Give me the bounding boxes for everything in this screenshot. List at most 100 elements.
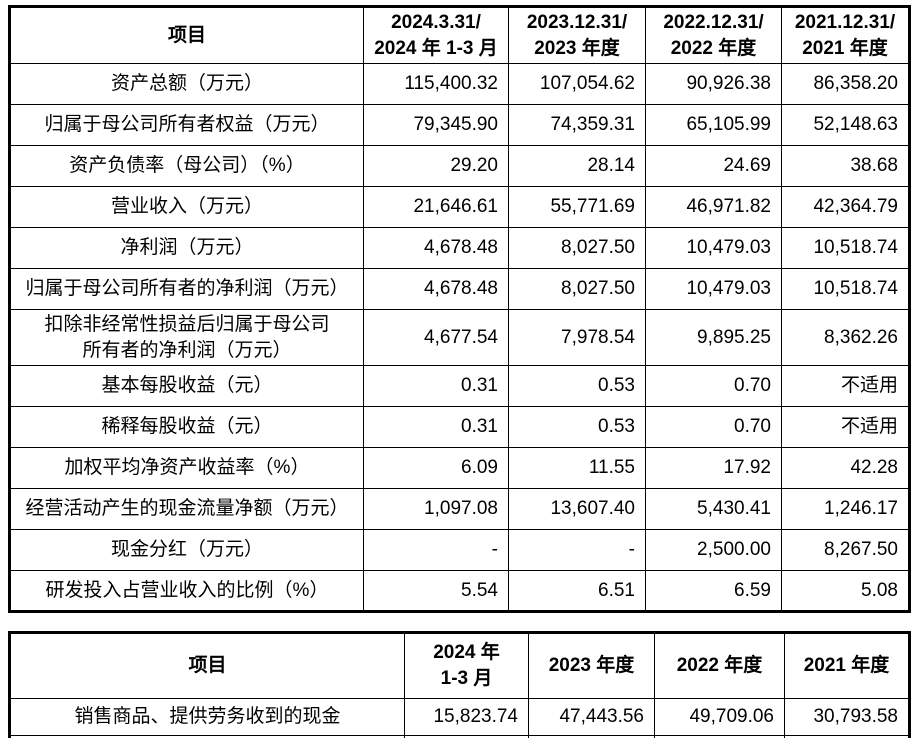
cell-value: 5.08 bbox=[781, 570, 910, 612]
row-label: 扣除非经常性损益后归属于母公司 所有者的净利润（万元） bbox=[9, 309, 364, 366]
cell-value: 6.59 bbox=[645, 570, 782, 612]
row-label: 稀释每股收益（元） bbox=[9, 406, 364, 448]
cell-value: 4,678.48 bbox=[363, 227, 509, 269]
cell-value: 1,097.08 bbox=[363, 488, 509, 530]
header-line: 2023.12.31/ bbox=[526, 11, 628, 33]
cell-value: 0.31 bbox=[363, 406, 509, 448]
cell-value: 不适用 bbox=[781, 365, 910, 407]
cell-value: 79,345.90 bbox=[363, 104, 509, 146]
cell-value: 65,105.99 bbox=[645, 104, 782, 146]
header-row: 项目 2024.3.31/ 2024 年 1-3 月 2023.12.31/ 2… bbox=[9, 6, 910, 64]
financial-summary-table: 项目 2024.3.31/ 2024 年 1-3 月 2023.12.31/ 2… bbox=[8, 5, 911, 613]
cell-value: 1,246.17 bbox=[781, 488, 910, 530]
column-header-item: 项目 bbox=[9, 6, 364, 64]
column-header-2022: 2022 年度 bbox=[654, 632, 785, 699]
table-row: 加权平均净资产收益率（%） 6.09 11.55 17.92 42.28 bbox=[9, 447, 910, 489]
cell-value: 42.28 bbox=[781, 447, 910, 489]
cell-value: 10,518.74 bbox=[781, 268, 910, 310]
column-header-2021: 2021.12.31/ 2021 年度 bbox=[781, 6, 910, 64]
table-row: 归属于母公司所有者权益（万元） 79,345.90 74,359.31 65,1… bbox=[9, 104, 910, 146]
header-line: 2024.3.31/ bbox=[391, 11, 481, 33]
cell-value: 不适用 bbox=[781, 406, 910, 448]
table-row: 归属于母公司所有者的净利润（万元） 4,678.48 8,027.50 10,4… bbox=[9, 268, 910, 310]
cell-value: 6.09 bbox=[363, 447, 509, 489]
cell-value: 115,400.32 bbox=[363, 63, 509, 105]
cell-value: 0.53 bbox=[508, 406, 646, 448]
row-label: 销售商品、提供劳务收到的现金 bbox=[9, 698, 405, 736]
cell-value: 0.70 bbox=[645, 365, 782, 407]
row-label: 基本每股收益（元） bbox=[9, 365, 364, 407]
table-row: 研发投入占营业收入的比例（%） 5.54 6.51 6.59 5.08 bbox=[9, 570, 910, 612]
cell-value: 5,430.41 bbox=[645, 488, 782, 530]
header-line: 2021.12.31/ bbox=[794, 11, 896, 33]
cell-value: - bbox=[363, 529, 509, 571]
table-row: 销售商品、提供劳务收到的现金 15,823.74 47,443.56 49,70… bbox=[9, 698, 910, 736]
cell-value: 29.20 bbox=[363, 145, 509, 187]
cell-value: 10,479.03 bbox=[645, 227, 782, 269]
cell-value: 0.31 bbox=[363, 365, 509, 407]
header-line: 2023 年度 bbox=[534, 37, 620, 59]
row-label: 归属于母公司所有者权益（万元） bbox=[9, 104, 364, 146]
cell-value: 24.69 bbox=[645, 145, 782, 187]
cell-value: 90,926.38 bbox=[645, 63, 782, 105]
column-header-2023: 2023 年度 bbox=[528, 632, 655, 699]
column-header-2021: 2021 年度 bbox=[784, 632, 910, 699]
cell-value: 9,895.25 bbox=[645, 309, 782, 366]
header-line: 2021 年度 bbox=[802, 37, 888, 59]
cash-received-table: 项目 2024 年 1-3 月 2023 年度 2022 年度 2021 年度 … bbox=[8, 631, 911, 738]
table-row: 营业收入（万元） 21,646.61 55,771.69 46,971.82 4… bbox=[9, 186, 910, 228]
cell-value: 74,359.31 bbox=[508, 104, 646, 146]
cell-value: 4,678.48 bbox=[363, 268, 509, 310]
cell-value: 8,362.26 bbox=[781, 309, 910, 366]
cell-value: 30,793.58 bbox=[784, 698, 910, 736]
row-label: 经营活动产生的现金流量净额（万元） bbox=[9, 488, 364, 530]
cell-value: 107,054.62 bbox=[508, 63, 646, 105]
column-header-2024q1: 2024.3.31/ 2024 年 1-3 月 bbox=[363, 6, 509, 64]
column-header-2024q1: 2024 年 1-3 月 bbox=[404, 632, 529, 699]
column-header-2023: 2023.12.31/ 2023 年度 bbox=[508, 6, 646, 64]
cell-value: 21,646.61 bbox=[363, 186, 509, 228]
header-line: 2022.12.31/ bbox=[663, 11, 764, 33]
table-row: 经营活动产生的现金流量净额（万元） 1,097.08 13,607.40 5,4… bbox=[9, 488, 910, 530]
cell-value: 4,677.54 bbox=[363, 309, 509, 366]
cell-value: 15,823.74 bbox=[404, 698, 529, 736]
cell-value: 0.70 bbox=[645, 406, 782, 448]
table-row: 扣除非经常性损益后归属于母公司 所有者的净利润（万元） 4,677.54 7,9… bbox=[9, 309, 910, 366]
header-row: 项目 2024 年 1-3 月 2023 年度 2022 年度 2021 年度 bbox=[9, 632, 910, 699]
cell-value: 8,027.50 bbox=[508, 268, 646, 310]
cell-value: 46,971.82 bbox=[645, 186, 782, 228]
row-label: 净利润（万元） bbox=[9, 227, 364, 269]
table-row: 资产负债率（母公司）（%） 29.20 28.14 24.69 38.68 bbox=[9, 145, 910, 187]
header-line: 2022 年度 bbox=[670, 37, 757, 59]
cell-value: 55,771.69 bbox=[508, 186, 646, 228]
cell-value: 8,027.50 bbox=[508, 227, 646, 269]
row-label: 归属于母公司所有者的净利润（万元） bbox=[9, 268, 364, 310]
cell-value: 42,364.79 bbox=[781, 186, 910, 228]
cell-value: 10,479.03 bbox=[645, 268, 782, 310]
column-header-2022: 2022.12.31/ 2022 年度 bbox=[645, 6, 782, 64]
table-row: 基本每股收益（元） 0.31 0.53 0.70 不适用 bbox=[9, 365, 910, 407]
row-label: 资产负债率（母公司）（%） bbox=[9, 145, 364, 187]
cell-value: 7,978.54 bbox=[508, 309, 646, 366]
cell-value: 38.68 bbox=[781, 145, 910, 187]
header-line: 2024 年 1-3 月 bbox=[374, 37, 498, 59]
cell-value: 0.53 bbox=[508, 365, 646, 407]
cell-value: 5.54 bbox=[363, 570, 509, 612]
cell-value: 6.51 bbox=[508, 570, 646, 612]
cell-value: 11.55 bbox=[508, 447, 646, 489]
header-line: 1-3 月 bbox=[440, 668, 493, 689]
cell-value: 10,518.74 bbox=[781, 227, 910, 269]
table-row: 资产总额（万元） 115,400.32 107,054.62 90,926.38… bbox=[9, 63, 910, 105]
table-row: 净利润（万元） 4,678.48 8,027.50 10,479.03 10,5… bbox=[9, 227, 910, 269]
row-label: 资产总额（万元） bbox=[9, 63, 364, 105]
header-line: 2024 年 bbox=[433, 642, 500, 663]
table-row-clipped bbox=[9, 735, 910, 738]
table-row: 稀释每股收益（元） 0.31 0.53 0.70 不适用 bbox=[9, 406, 910, 448]
table-row: 现金分红（万元） - - 2,500.00 8,267.50 bbox=[9, 529, 910, 571]
cell-value: 86,358.20 bbox=[781, 63, 910, 105]
cell-value: 52,148.63 bbox=[781, 104, 910, 146]
cell-value: 47,443.56 bbox=[528, 698, 655, 736]
cell-value: - bbox=[508, 529, 646, 571]
cell-value: 8,267.50 bbox=[781, 529, 910, 571]
